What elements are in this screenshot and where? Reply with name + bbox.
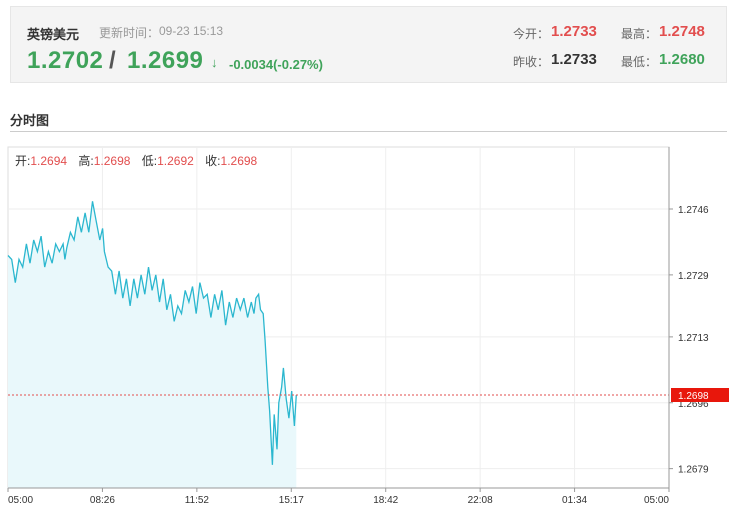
low-label: 最低： — [621, 55, 658, 69]
x-tick-label: 08:26 — [90, 495, 115, 506]
price-area — [8, 201, 297, 489]
y-tick-label: 1.2729 — [678, 271, 709, 282]
x-tick-label: 18:42 — [373, 495, 398, 506]
update-time: 09-23 15:13 — [159, 24, 224, 38]
x-tick-label: 01:34 — [562, 495, 587, 506]
ohlc-high: 1.2698 — [94, 154, 131, 168]
ask-price: 1.2699 — [127, 47, 204, 74]
high-label: 最高： — [621, 27, 658, 41]
y-tick-label: 1.2746 — [678, 205, 709, 216]
ohlc-open-label: 开: — [15, 154, 30, 168]
high-value: 1.2748 — [659, 23, 705, 40]
ohlc-open: 1.2694 — [30, 154, 67, 168]
y-tick-label: 1.2713 — [678, 333, 709, 344]
down-arrow-icon: ↓ — [211, 55, 218, 70]
open-value: 1.2733 — [551, 23, 597, 40]
x-tick-label: 05:00 — [644, 495, 669, 506]
ohlc-readout: 开:1.2694 高:1.2698 低:1.2692 收:1.2698 — [15, 153, 258, 168]
x-tick-label: 11:52 — [185, 495, 210, 506]
bid-price: 1.2702 — [27, 47, 104, 74]
update-time-label: 更新时间： — [99, 26, 160, 40]
prev-close-label: 昨收： — [513, 55, 550, 69]
price-change: -0.0034(-0.27%) — [229, 57, 323, 72]
price-separator: / — [109, 47, 116, 74]
y-tick-label: 1.2679 — [678, 465, 709, 476]
x-tick-label: 15:17 — [279, 495, 304, 506]
ohlc-close-label: 收: — [205, 154, 220, 168]
instrument-name: 英镑美元 — [27, 27, 80, 42]
section-title: 分时图 — [10, 113, 50, 128]
quote-panel: 英镑美元 更新时间： 09-23 15:13 1.2702 / 1.2699 ↓… — [10, 6, 727, 83]
ohlc-close: 1.2698 — [221, 154, 258, 168]
ohlc-low-label: 低: — [142, 154, 157, 168]
section-divider — [10, 131, 727, 132]
x-tick-label: 22:08 — [468, 495, 493, 506]
y-axis: 1.2746 1.2729 1.2713 1.2696 1.2679 — [668, 147, 709, 488]
ohlc-low: 1.2692 — [157, 154, 194, 168]
low-value: 1.2680 — [659, 51, 705, 68]
y-tick-label: 1.2696 — [678, 399, 709, 410]
current-price-label: 1.2698 — [678, 391, 709, 402]
ohlc-high-label: 高: — [78, 153, 93, 168]
current-price-tag-bg — [671, 388, 729, 402]
price-line — [7, 201, 297, 465]
prev-close-value: 1.2733 — [551, 51, 597, 68]
x-axis: 05:00 08:26 11:52 15:17 18:42 22:08 01:34 05:00 — [7, 487, 670, 506]
open-label: 今开： — [513, 27, 550, 41]
current-price-tag: 1.2698 — [671, 388, 729, 402]
x-tick-label: 05:00 — [8, 495, 33, 506]
